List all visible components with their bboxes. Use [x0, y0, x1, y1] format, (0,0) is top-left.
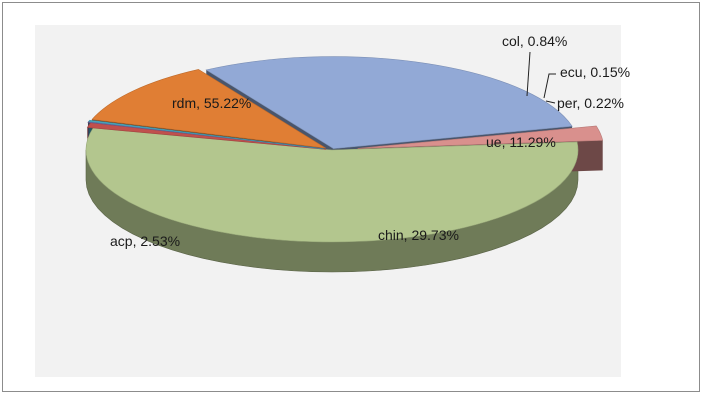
data-label-chin: chin, 29.73% — [378, 227, 459, 243]
slice-per — [88, 119, 324, 150]
leader-line-per — [545, 100, 556, 104]
leader-line-col — [526, 51, 531, 97]
leader-lines — [526, 51, 556, 104]
data-label-col: col, 0.84% — [502, 33, 567, 49]
slice-rdm — [85, 127, 579, 243]
data-label-ecu: ecu, 0.15% — [560, 64, 630, 80]
slice-ue — [91, 69, 326, 149]
data-label-ue: ue, 11.29% — [486, 134, 556, 150]
data-label-rdm: rdm, 55.22% — [172, 95, 251, 111]
slice-acp — [357, 125, 604, 149]
data-label-per: per, 0.22% — [557, 95, 624, 111]
data-label-acp: acp, 2.53% — [110, 233, 180, 249]
slice-chin — [205, 56, 573, 149]
pie-tops — [85, 56, 604, 243]
leader-line-ecu — [543, 73, 556, 99]
data-labels: rdm, 55.22% col, 0.84% ecu, 0.15% per, 0.22… — [110, 33, 630, 249]
